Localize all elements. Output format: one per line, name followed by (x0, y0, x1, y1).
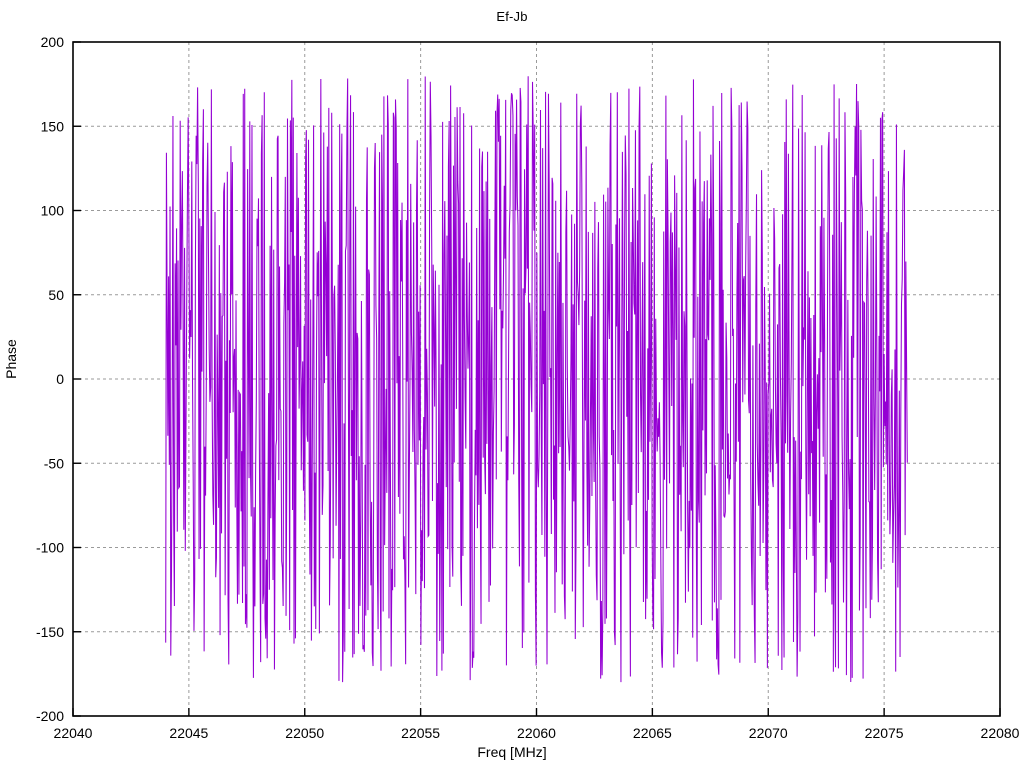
y-tick-label: 50 (48, 287, 64, 303)
y-tick-label: 150 (41, 118, 65, 134)
data-series-line (165, 76, 908, 683)
page-title: Ef-Jb (496, 9, 528, 24)
y-tick-label: 100 (41, 203, 65, 219)
x-tick-label: 22075 (865, 725, 904, 741)
y-tick-label: -200 (36, 708, 64, 724)
y-axis-label: Phase (3, 339, 19, 379)
x-tick-label: 22080 (981, 725, 1020, 741)
y-tick-label: 200 (41, 34, 65, 50)
x-tick-label: 22060 (517, 725, 556, 741)
x-tick-label: 22065 (633, 725, 672, 741)
x-tick-label: 22050 (285, 725, 324, 741)
x-tick-label: 22055 (401, 725, 440, 741)
y-tick-label: -100 (36, 540, 64, 556)
y-tick-label: -50 (44, 455, 64, 471)
x-tick-label: 22045 (169, 725, 208, 741)
tickmarks-group (72, 41, 1001, 717)
x-tick-label: 22070 (749, 725, 788, 741)
y-tick-label: -150 (36, 624, 64, 640)
y-tick-label: 0 (56, 371, 64, 387)
x-axis-label: Freq [MHz] (477, 744, 547, 760)
data-series-group (165, 76, 908, 683)
tick-labels-group: -200 -150 -100 -50 0 50 100 150 200 22040 22045 220… (36, 34, 1020, 741)
axis-frame (72, 41, 1001, 717)
x-tick-label: 22040 (54, 725, 93, 741)
